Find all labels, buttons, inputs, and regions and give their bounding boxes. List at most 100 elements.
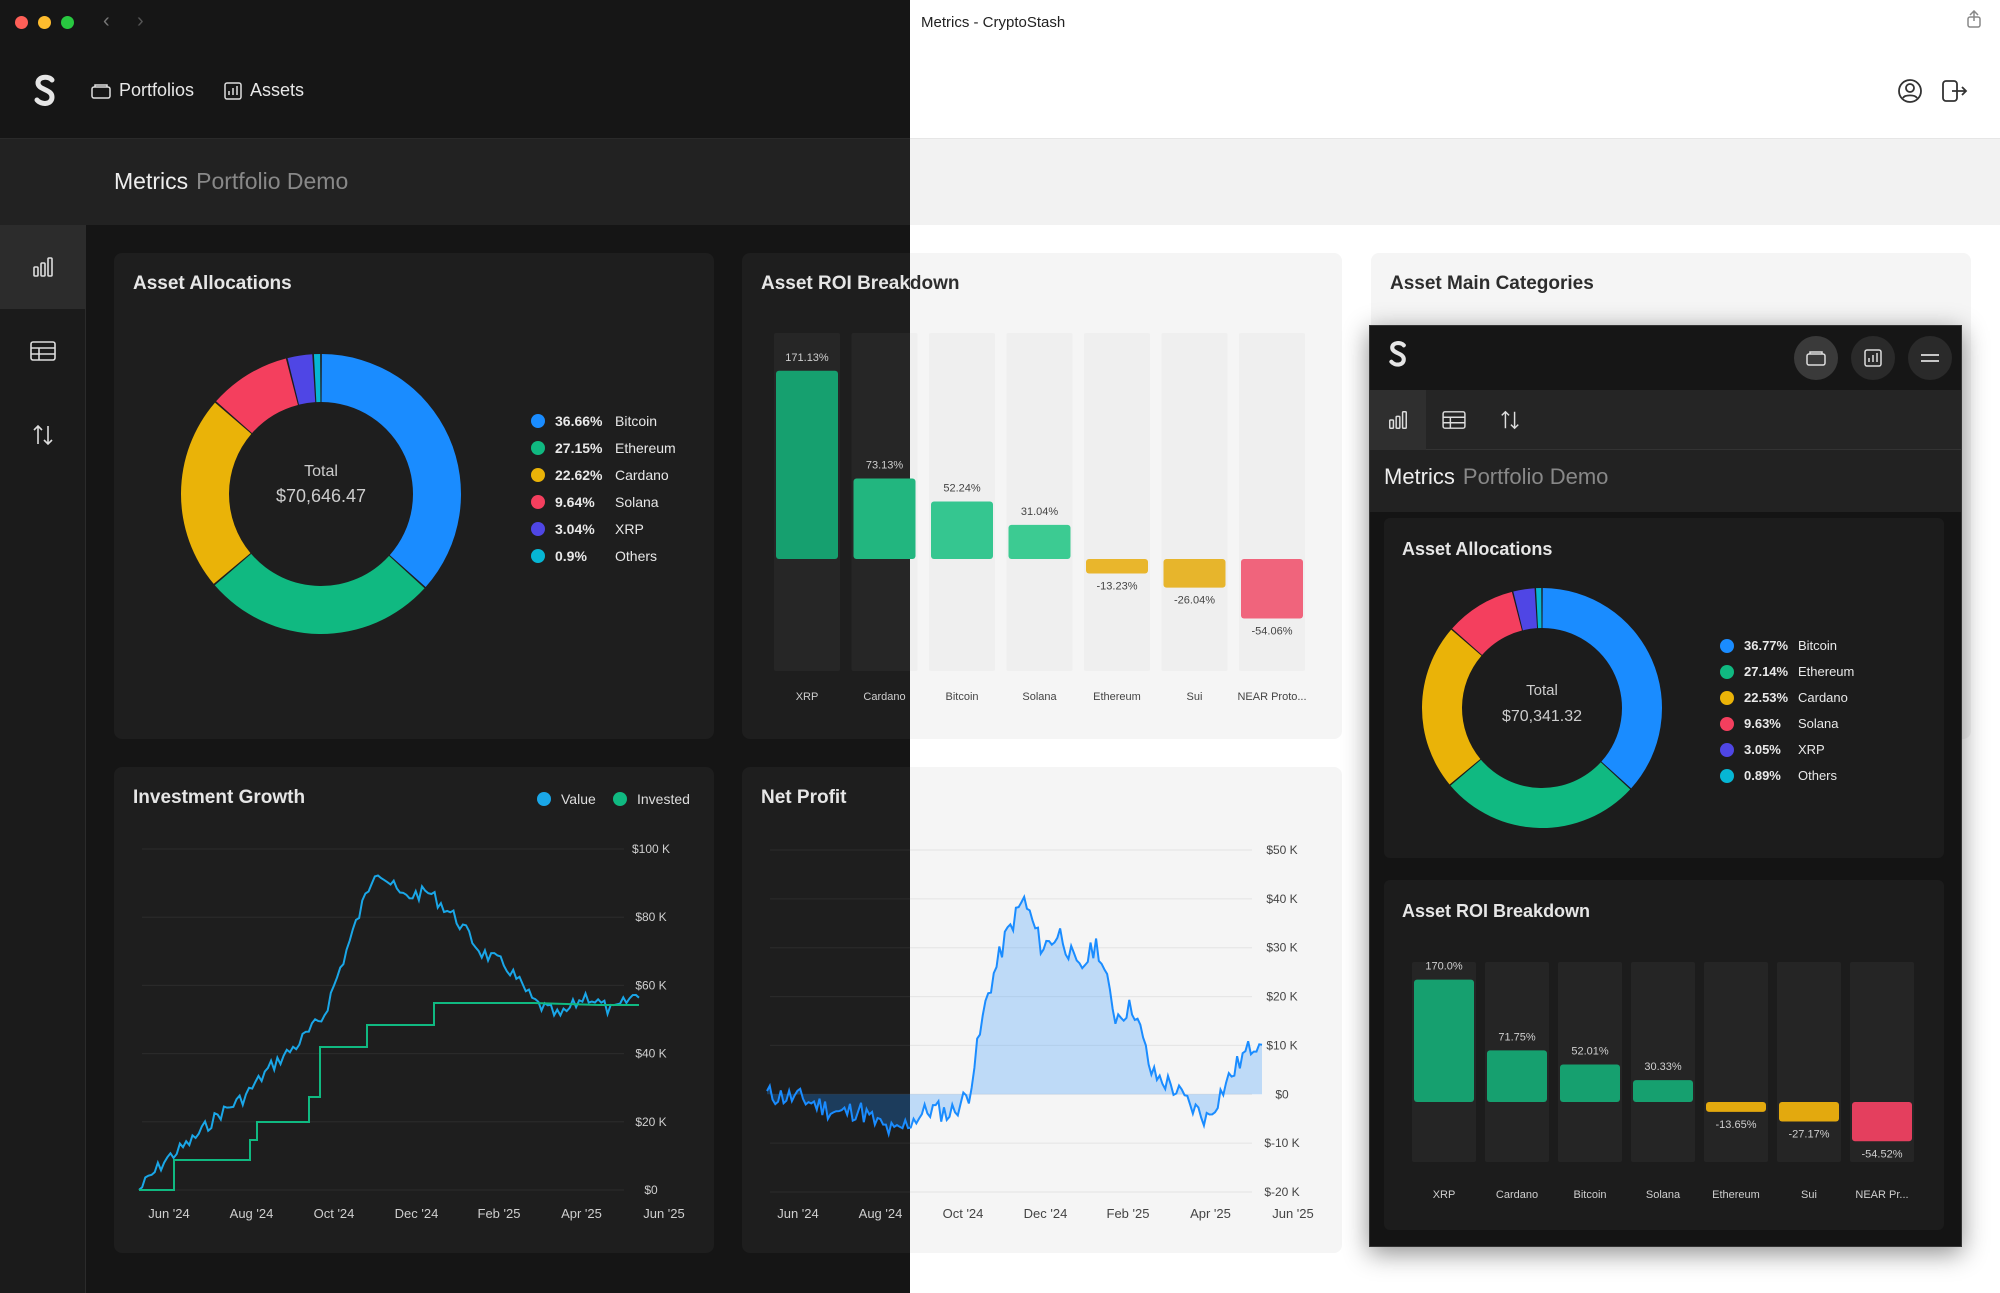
legend-percent: 22.62% (555, 467, 603, 483)
mobile-assets-button[interactable] (1851, 336, 1895, 380)
y-tick-label: $10 K (1266, 1038, 1297, 1052)
legend-name: Others (1798, 768, 1838, 783)
roi-value-label: -27.17% (1789, 1129, 1830, 1141)
legend-item-ethereum: 27.15% Ethereum (531, 440, 676, 456)
cryptostash-logo[interactable] (28, 72, 62, 119)
mobile-roi-chart: 170.0% XRP 71.75% Cardano 52.01% Bitcoin 30.33… (1412, 961, 1914, 1201)
donut-slice-cardano (181, 402, 252, 584)
legend-name: Ethereum (1798, 664, 1855, 679)
x-tick-label: Jun '25 (643, 1206, 685, 1221)
roi-bar-sui (1779, 1102, 1839, 1122)
mobile-header (1370, 326, 1961, 390)
mobile-tab-table[interactable] (1426, 390, 1482, 450)
portfolio-icon (91, 83, 111, 99)
nav-assets[interactable]: Assets (224, 80, 304, 101)
hamburger-menu-icon (1921, 354, 1939, 362)
back-icon[interactable]: ‹ (103, 10, 110, 32)
logout-icon[interactable] (1941, 78, 1969, 109)
legend-dot (1720, 690, 1734, 705)
investment-growth-card: Investment Growth Value Invested $100 K $… (114, 767, 714, 1253)
roi-bar-cardano (853, 478, 910, 559)
roi-bar-bitcoin (931, 501, 993, 559)
share-icon[interactable] (1966, 9, 1982, 33)
app-header-dark (0, 44, 910, 139)
x-tick-label: Jun '24 (148, 1206, 190, 1221)
roi-value-label: 31.04% (1021, 506, 1059, 518)
legend-item-solana: 9.63% Solana (1720, 716, 1838, 731)
legend-item-xrp: 3.05% XRP (1720, 742, 1825, 757)
page-title-text: Metrics (114, 168, 189, 194)
y-tick-label: $50 K (1266, 843, 1297, 857)
value-dot (537, 792, 551, 806)
donut-slice-xrp (287, 354, 316, 405)
table-icon (30, 341, 56, 361)
bar-chart-icon (1389, 411, 1407, 429)
close-window-button[interactable] (15, 16, 28, 29)
mobile-page-subtitle: Portfolio Demo (1462, 464, 1609, 489)
page-title: Metrics Portfolio Demo (114, 168, 348, 195)
roi-value-label: -13.65% (1716, 1119, 1757, 1131)
mobile-page-title-text: Metrics (1384, 464, 1455, 489)
roi-bar-bitcoin (1560, 1064, 1620, 1102)
legend-dot (1720, 742, 1734, 757)
roi-category-label: Ethereum (1712, 1189, 1760, 1201)
minimize-window-button[interactable] (38, 16, 51, 29)
mobile-preview: Metrics Portfolio Demo Asset Allocations … (1369, 325, 1962, 1247)
legend-invested: Invested (613, 791, 690, 807)
sidebar-item-metrics[interactable] (0, 225, 86, 309)
donut-slice-cardano (1422, 629, 1482, 785)
sidebar-item-table[interactable] (0, 309, 86, 393)
mobile-tab-metrics[interactable] (1370, 390, 1426, 450)
legend-percent: 27.15% (555, 440, 603, 456)
legend-dot (531, 414, 545, 428)
assets-chart-icon (1864, 349, 1882, 367)
donut-slice-ethereum (1450, 759, 1631, 828)
mobile-roi-title: Asset ROI Breakdown (1402, 901, 1591, 921)
sidebar-item-transactions[interactable] (0, 393, 86, 477)
mobile-portfolios-button[interactable] (1794, 336, 1838, 380)
roi-bg-4 (1704, 962, 1768, 1162)
sub-header-dark (0, 139, 910, 225)
mobile-total-label: Total (1526, 682, 1558, 699)
mobile-tab-transactions[interactable] (1482, 390, 1538, 450)
legend-value: Value (537, 791, 596, 807)
y-tick-label: $40 K (635, 1047, 666, 1061)
x-tick-label: Aug '24 (230, 1206, 274, 1221)
net-profit-chart-dark: $50 K$40 K$30 K$20 K$10 K$0$-10 K$-20 KJ… (766, 849, 910, 1221)
roi-category-label: Cardano (863, 691, 905, 703)
donut-slice-ethereum (214, 553, 425, 634)
legend-name: Solana (1798, 716, 1839, 731)
legend-item-cardano: 22.53% Cardano (1720, 690, 1848, 705)
nav-portfolios[interactable]: Portfolios (91, 80, 194, 101)
legend-percent: 9.63% (1744, 716, 1781, 731)
legend-item-solana: 9.64% Solana (531, 494, 659, 510)
table-icon (1442, 411, 1466, 429)
zoom-window-button[interactable] (61, 16, 74, 29)
assets-chart-icon (224, 81, 242, 100)
roi-bg-2 (1558, 962, 1622, 1162)
legend-value-label: Value (561, 791, 596, 807)
nav-portfolios-label: Portfolios (119, 80, 195, 100)
roi-value-label: 73.13% (866, 460, 904, 472)
nav-assets-label: Assets (250, 80, 305, 100)
mobile-logo[interactable] (1384, 338, 1412, 379)
x-tick-label: Apr '25 (561, 1206, 602, 1221)
mobile-menu-button[interactable] (1908, 336, 1952, 380)
roi-bg-5 (1161, 333, 1228, 671)
y-tick-label: $0 (1275, 1087, 1289, 1101)
legend-percent: 36.66% (555, 413, 603, 429)
forward-icon[interactable]: › (137, 10, 144, 32)
donut-slice-others (313, 354, 321, 403)
roi-category-label: XRP (796, 691, 819, 703)
legend-dot (1720, 638, 1734, 653)
invested-line (139, 1002, 639, 1191)
net-profit-title-dark: Net Profit (761, 787, 847, 808)
x-tick-label: Dec '24 (395, 1206, 439, 1221)
roi-bar-xrp (776, 370, 838, 559)
sidebar (0, 225, 86, 1293)
legend-item-others: 0.9% Others (531, 548, 657, 564)
user-account-icon[interactable] (1897, 78, 1923, 109)
roi-category-label: NEAR Proto... (1237, 691, 1306, 703)
roi-bar-xrp (1414, 979, 1474, 1102)
